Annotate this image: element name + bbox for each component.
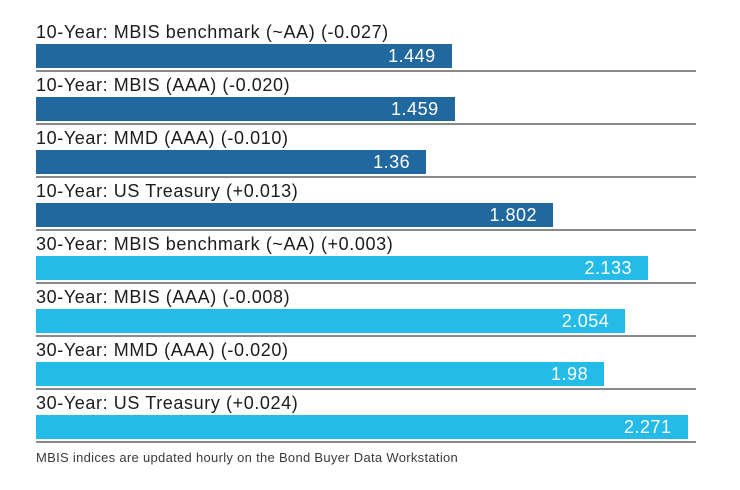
bar-row: 30-Year: MMD (AAA) (-0.020) 1.98	[36, 340, 696, 390]
bar-track: 1.802	[36, 203, 696, 227]
bar-30yr-us-treasury: 2.271	[36, 415, 688, 439]
bar-track: 2.133	[36, 256, 696, 280]
bar-row: 30-Year: MBIS (AAA) (-0.008) 2.054	[36, 287, 696, 337]
bar-label: 30-Year: MMD (AAA) (-0.020)	[36, 340, 289, 360]
bar-row: 30-Year: US Treasury (+0.024) 2.271	[36, 393, 696, 443]
bar-track: 1.449	[36, 44, 696, 68]
bar-label: 30-Year: MBIS benchmark (~AA) (+0.003)	[36, 234, 394, 254]
bar-30yr-mmd-aaa: 1.98	[36, 362, 605, 386]
bar-track: 2.054	[36, 309, 696, 333]
bar-label: 10-Year: MBIS benchmark (~AA) (-0.027)	[36, 22, 389, 42]
row-baseline	[36, 282, 696, 284]
chart-footnote: MBIS indices are updated hourly on the B…	[36, 450, 459, 465]
row-baseline	[36, 441, 696, 443]
row-baseline	[36, 70, 696, 72]
bar-track: 1.36	[36, 150, 696, 174]
bar-value-label: 2.271	[623, 417, 672, 437]
bar-10yr-mbis-aaa: 1.459	[36, 97, 455, 121]
bar-row: 10-Year: MBIS benchmark (~AA) (-0.027) 1…	[36, 22, 696, 72]
bar-label: 10-Year: MBIS (AAA) (-0.020)	[36, 75, 291, 95]
yield-bar-chart: 10-Year: MBIS benchmark (~AA) (-0.027) 1…	[36, 22, 696, 465]
bar-30yr-mbis-aaa: 2.054	[36, 309, 626, 333]
row-baseline	[36, 123, 696, 125]
bar-10yr-mmd-aaa: 1.36	[36, 150, 427, 174]
bar-value-label: 1.449	[388, 46, 436, 66]
bar-value-label: 1.459	[391, 99, 439, 119]
bar-value-label: 2.133	[584, 258, 632, 278]
bar-track: 2.271	[36, 415, 696, 439]
bar-value-label: 2.054	[561, 311, 610, 331]
bar-10yr-us-treasury: 1.802	[36, 203, 553, 227]
row-baseline	[36, 176, 696, 178]
row-baseline	[36, 388, 696, 390]
bar-30yr-mbis-benchmark: 2.133	[36, 256, 648, 280]
bar-value-label: 1.36	[373, 152, 411, 172]
row-baseline	[36, 229, 696, 231]
bar-label: 30-Year: US Treasury (+0.024)	[36, 393, 299, 413]
bar-label: 10-Year: US Treasury (+0.013)	[36, 181, 299, 201]
bar-row: 10-Year: MMD (AAA) (-0.010) 1.36	[36, 128, 696, 178]
bar-label: 30-Year: MBIS (AAA) (-0.008)	[36, 287, 291, 307]
bar-label: 10-Year: MMD (AAA) (-0.010)	[36, 128, 289, 148]
bar-row: 10-Year: MBIS (AAA) (-0.020) 1.459	[36, 75, 696, 125]
bar-10yr-mbis-benchmark: 1.449	[36, 44, 452, 68]
bar-value-label: 1.98	[551, 364, 589, 384]
bar-track: 1.459	[36, 97, 696, 121]
bar-value-label: 1.802	[489, 205, 537, 225]
bar-track: 1.98	[36, 362, 696, 386]
bar-row: 10-Year: US Treasury (+0.013) 1.802	[36, 181, 696, 231]
bar-row: 30-Year: MBIS benchmark (~AA) (+0.003) 2…	[36, 234, 696, 284]
row-baseline	[36, 335, 696, 337]
